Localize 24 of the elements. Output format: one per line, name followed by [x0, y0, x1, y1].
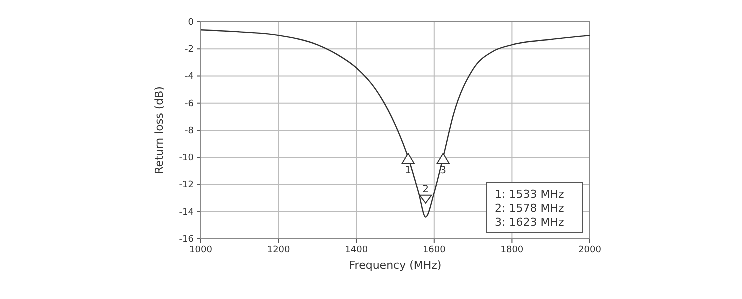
x-axis-title: Frequency (MHz)	[349, 259, 442, 272]
y-tick-label: -8	[185, 126, 194, 136]
y-tick-label: -16	[179, 234, 194, 245]
annotation: 1	[405, 166, 412, 177]
x-tick-label: 1000	[190, 245, 213, 256]
annotation: 1: 1533 MHz	[495, 188, 564, 201]
x-tick-label: 1200	[267, 245, 291, 256]
annotation: 2: 1578 MHz	[495, 202, 564, 215]
y-tick-label: -2	[185, 45, 194, 56]
annotation: 2	[422, 184, 430, 196]
x-tick-label: 1800	[500, 245, 524, 256]
y-tick-label: -6	[185, 99, 194, 110]
y-axis-title: Return loss (dB)	[153, 86, 166, 174]
annotation: 3	[440, 166, 447, 177]
x-tick-label: 1400	[345, 245, 368, 256]
x-tick-label: 1600	[422, 245, 446, 256]
x-tick-label: 2000	[578, 245, 602, 256]
y-tick-label: 0	[188, 18, 194, 28]
y-tick-label: -12	[179, 180, 194, 191]
y-tick-label: -10	[179, 154, 194, 164]
y-tick-label: -14	[179, 208, 194, 218]
line-series	[200, 30, 591, 218]
y-tick-label: -4	[185, 72, 194, 82]
annotation: 3: 1623 MHz	[495, 216, 564, 229]
